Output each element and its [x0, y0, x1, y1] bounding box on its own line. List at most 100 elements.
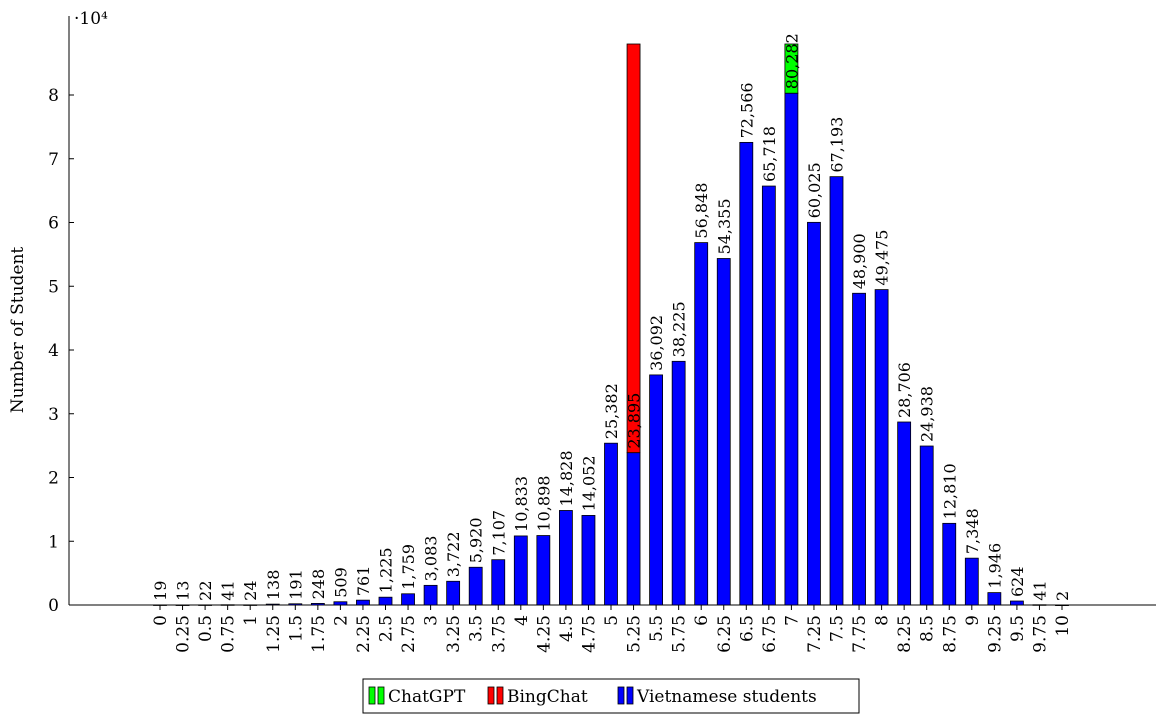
x-tick-label: 8 — [873, 615, 893, 626]
x-tick-label: 9.75 — [1030, 615, 1050, 653]
bar-vietnamese-students — [559, 510, 573, 606]
data-label: 12,810 — [940, 463, 959, 519]
bar-vietnamese-students — [761, 185, 776, 606]
x-tick-label: 7.5 — [828, 615, 848, 642]
data-label: 41 — [1030, 580, 1049, 600]
data-label: 25,382 — [602, 383, 621, 439]
bar-vietnamese-students — [942, 522, 957, 606]
data-label: 67,193 — [828, 117, 847, 173]
legend-swatch — [487, 686, 495, 705]
legend-vietnamese-students: Vietnamese students — [617, 686, 817, 707]
bar-vietnamese-students — [446, 580, 461, 606]
bar-vietnamese-students — [175, 604, 190, 606]
x-tick-label: 7 — [782, 615, 802, 626]
x-tick-label: 5.75 — [670, 615, 690, 653]
bar-vietnamese-students — [897, 421, 912, 606]
x-tick-label: 5.25 — [625, 615, 645, 653]
data-label: 56,848 — [692, 183, 711, 239]
x-tick-label: 6.75 — [760, 615, 780, 653]
data-label: 72,566 — [737, 82, 756, 138]
chart-data-labels: 19 13 22 41 24 138 191 248 509 761 1,225 1,759 3,083… — [151, 33, 1072, 601]
bar-vietnamese-students — [310, 603, 325, 606]
data-label: 191 — [286, 569, 305, 600]
x-tick-label: 1.25 — [264, 615, 284, 653]
bar-vietnamese-students — [153, 604, 167, 606]
x-tick-label: 6.5 — [737, 615, 757, 642]
bar-vietnamese-students — [1055, 604, 1069, 606]
y-tick-label: 1 — [48, 532, 59, 552]
data-label: 248 — [309, 569, 328, 600]
bar-vietnamese-students — [807, 221, 821, 606]
x-tick-label: 0.25 — [174, 615, 194, 653]
data-label: 3,722 — [444, 531, 463, 577]
y-axis-title: Number of Student — [8, 247, 28, 414]
y-multiplier-label: ·10⁴ — [74, 9, 108, 29]
data-label: 2 — [1053, 591, 1072, 601]
data-label: 65,718 — [760, 126, 779, 182]
x-tick-label: 5 — [602, 615, 622, 626]
legend-swatch — [377, 686, 385, 705]
bar-vietnamese-students — [919, 445, 934, 606]
y-tick-label: 8 — [48, 86, 59, 106]
bar-vietnamese-students — [536, 535, 551, 606]
data-label: 509 — [331, 567, 350, 598]
data-label: 38,225 — [670, 301, 689, 357]
legend-chatgpt: ChatGPT — [368, 686, 466, 707]
x-tick-label: 8.75 — [940, 615, 960, 653]
chart-legend: ChatGPT BingChat Vietnamese students — [362, 678, 860, 714]
bar-bingchat — [626, 43, 641, 454]
data-label: 624 — [1008, 566, 1027, 597]
legend-box — [362, 678, 860, 714]
bar-vietnamese-students — [581, 515, 596, 606]
data-label: 19 — [151, 581, 170, 601]
x-tick-label: 0.5 — [196, 615, 216, 642]
data-label: 41 — [219, 580, 238, 600]
bar-vietnamese-students — [829, 176, 844, 606]
bar-chatgpt — [784, 43, 799, 94]
x-tick-label: 9.25 — [985, 615, 1005, 653]
data-label: 36,092 — [647, 315, 666, 371]
data-label: 24 — [241, 580, 260, 600]
y-tick-label: 5 — [48, 277, 59, 297]
bar-vietnamese-students — [491, 559, 506, 606]
bar-vietnamese-students — [694, 242, 709, 606]
data-label: 10,898 — [534, 476, 553, 532]
bar-vietnamese-students — [874, 289, 889, 606]
x-tick-label: 4.75 — [579, 615, 599, 653]
bar-vietnamese-students — [356, 599, 370, 606]
x-tick-label: 3 — [422, 615, 442, 626]
bar-vietnamese-students — [468, 566, 483, 606]
bar-vietnamese-students — [220, 604, 235, 606]
x-tick-label: 10 — [1053, 615, 1073, 637]
legend-bingchat: BingChat — [487, 686, 588, 707]
bar-vietnamese-students — [265, 603, 280, 606]
y-tick-label: 3 — [48, 405, 59, 425]
x-tick-label: 0.75 — [219, 615, 239, 653]
data-label: 10,833 — [512, 476, 531, 532]
x-tick-label: 4.25 — [534, 615, 554, 653]
y-tick-label: 4 — [48, 341, 59, 361]
x-tick-label: 2 — [331, 615, 351, 626]
x-tick-label: 5.5 — [647, 615, 667, 642]
data-label: 24,938 — [918, 386, 937, 442]
bar-vietnamese-students — [401, 593, 415, 606]
bar-vietnamese-students — [626, 452, 641, 606]
x-tick-label: 6 — [692, 615, 712, 626]
x-tick-label: 1.75 — [309, 615, 329, 653]
bar-vietnamese-students — [288, 603, 303, 606]
data-label: 3,083 — [422, 536, 441, 582]
bar-vietnamese-students — [604, 442, 618, 606]
bar-vietnamese-students — [513, 535, 528, 606]
data-label: 1,225 — [377, 547, 396, 593]
x-tick-label: 4 — [512, 615, 532, 626]
data-label: 7,348 — [963, 508, 982, 554]
y-tick-label: 2 — [48, 469, 59, 489]
legend-swatch — [368, 686, 376, 705]
chart-bars — [153, 43, 1069, 606]
x-tick-label: 2.25 — [354, 615, 374, 653]
x-tick-label: 7.25 — [805, 615, 825, 653]
data-label: 23,895 — [625, 393, 644, 449]
legend-swatch — [626, 686, 634, 705]
data-label: 48,900 — [850, 233, 869, 289]
